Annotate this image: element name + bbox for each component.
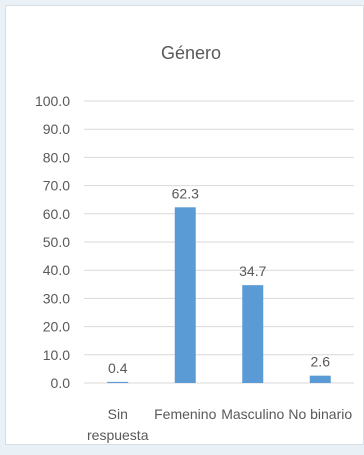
bar bbox=[107, 381, 129, 383]
bar bbox=[242, 285, 264, 383]
bar-chart: Género 0.0 10.0 20.0 30.0 40.0 50.0 60.0 70.0 80… bbox=[35, 43, 354, 443]
y-tick-label: 100.0 bbox=[35, 93, 70, 109]
gridlines bbox=[84, 100, 354, 384]
bar bbox=[309, 375, 331, 383]
y-axis-ticks: 0.0 10.0 20.0 30.0 40.0 50.0 60.0 70.0 80.0 90.0 1… bbox=[35, 93, 70, 391]
category-label: Femenino bbox=[154, 406, 216, 422]
category-label: Sin respuesta bbox=[87, 406, 149, 443]
y-tick-label: 60.0 bbox=[43, 206, 70, 222]
y-tick-label: 50.0 bbox=[43, 234, 70, 250]
y-tick-label: 80.0 bbox=[43, 149, 70, 165]
y-tick-label: 90.0 bbox=[43, 121, 70, 137]
category-label: No binario bbox=[288, 406, 352, 422]
y-tick-label: 10.0 bbox=[43, 347, 70, 363]
bar bbox=[174, 207, 196, 383]
data-label: 0.4 bbox=[108, 360, 128, 376]
y-tick-label: 70.0 bbox=[43, 178, 70, 194]
x-axis-categories: Sin respuesta Femenino Masculino No binario bbox=[87, 406, 352, 443]
y-tick-label: 0.0 bbox=[51, 375, 71, 391]
data-label: 34.7 bbox=[239, 263, 266, 279]
y-tick-label: 20.0 bbox=[43, 319, 70, 335]
data-label: 62.3 bbox=[172, 185, 199, 201]
chart-card: Género 0.0 10.0 20.0 30.0 40.0 50.0 60.0 70.0 80… bbox=[5, 5, 364, 445]
data-labels: 0.4 62.3 34.7 2.6 bbox=[108, 185, 330, 376]
y-tick-label: 30.0 bbox=[43, 290, 70, 306]
chart-title: Género bbox=[161, 43, 221, 63]
category-label: Masculino bbox=[221, 406, 284, 422]
y-tick-label: 40.0 bbox=[43, 262, 70, 278]
bars bbox=[107, 207, 331, 383]
data-label: 2.6 bbox=[311, 354, 331, 370]
